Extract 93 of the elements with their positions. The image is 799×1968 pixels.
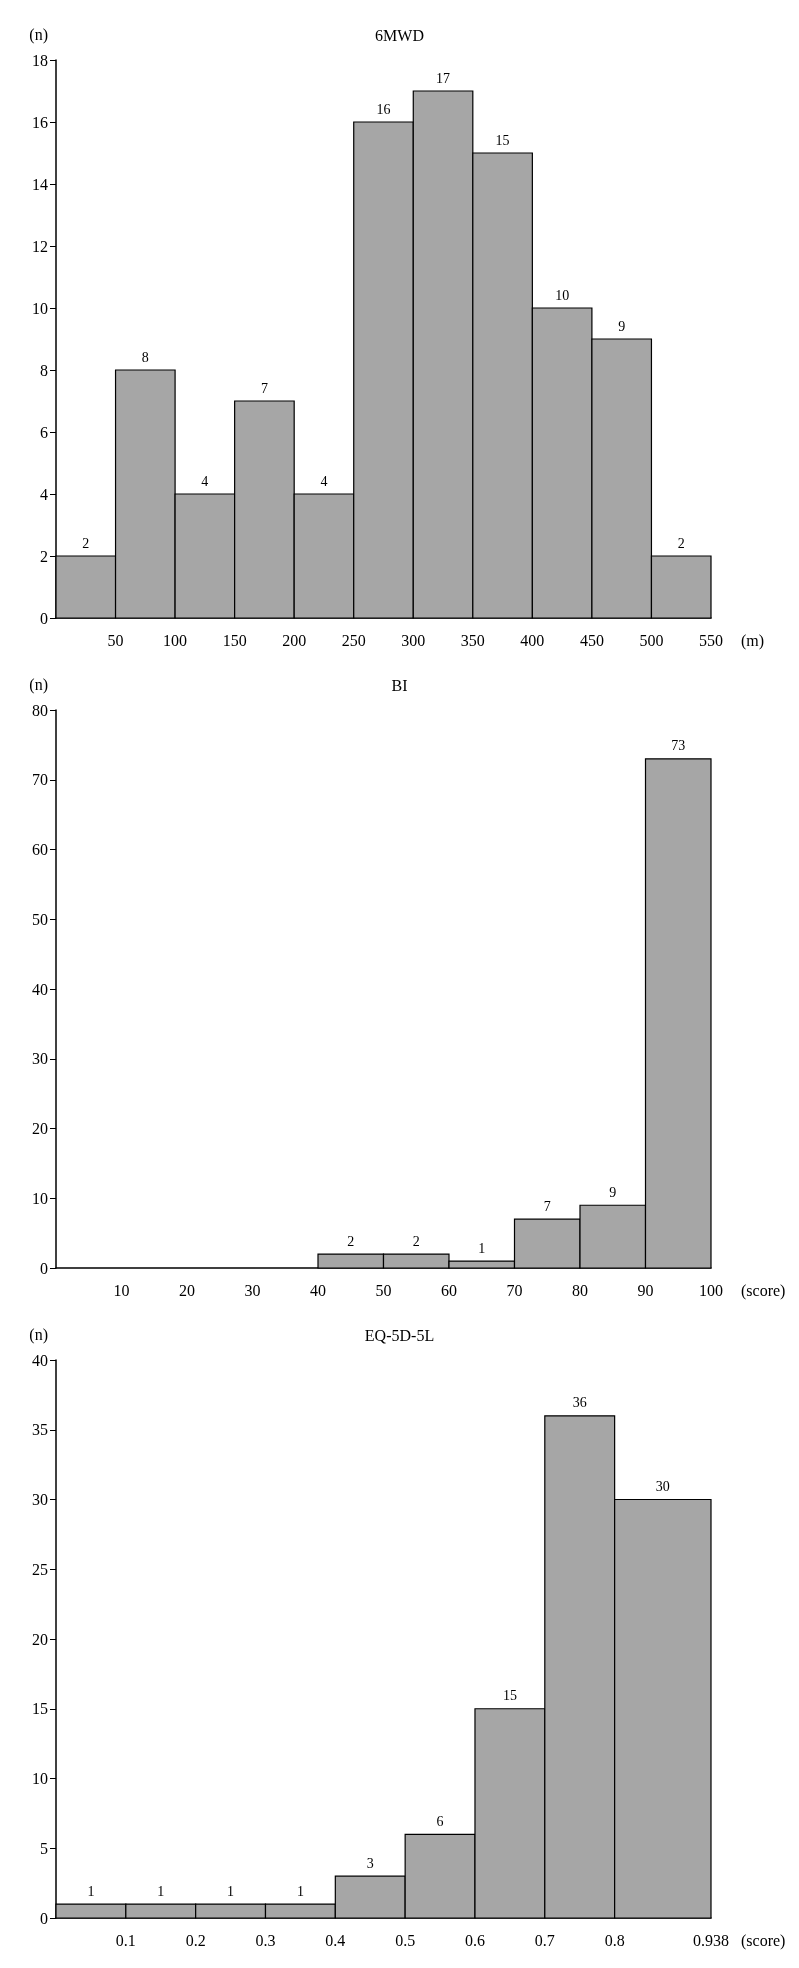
y-tick-label: 5 <box>40 1839 48 1857</box>
y-tick-label: 30 <box>32 1491 48 1508</box>
y-tick-label: 70 <box>32 771 48 789</box>
y-tick-label: 14 <box>32 175 48 193</box>
data-label: 1 <box>227 1883 235 1899</box>
data-label: 10 <box>555 287 570 303</box>
y-tick-label: 20 <box>32 1630 48 1648</box>
x-tick-label: 100 <box>699 1281 723 1299</box>
chart-title: EQ-5D-5L <box>364 1326 435 1344</box>
y-axis-title: (n) <box>29 675 48 694</box>
x-tick-label: 350 <box>460 631 485 649</box>
data-label: 1 <box>157 1883 165 1899</box>
data-label: 2 <box>677 535 685 551</box>
y-tick-label: 16 <box>32 113 48 131</box>
data-label: 73 <box>671 738 686 754</box>
data-label: 36 <box>572 1395 587 1411</box>
x-tick-label: 550 <box>699 631 723 649</box>
data-label: 2 <box>82 535 90 551</box>
x-tick-label: 0.8 <box>604 1931 625 1949</box>
y-tick-label: 6 <box>40 423 48 441</box>
data-label: 4 <box>320 473 328 489</box>
data-label: 9 <box>618 318 626 334</box>
y-tick-label: 10 <box>32 299 48 317</box>
data-label: 16 <box>376 101 391 117</box>
data-label: 4 <box>201 473 209 489</box>
x-tick-label: 0.2 <box>185 1931 206 1949</box>
y-tick-label: 35 <box>32 1421 48 1439</box>
y-tick-label: 2 <box>40 547 48 565</box>
y-tick-label: 15 <box>32 1700 48 1718</box>
y-tick-label: 8 <box>40 361 48 379</box>
data-label: 17 <box>436 70 451 86</box>
y-tick-label: 18 <box>32 51 48 69</box>
x-tick-label: 0.3 <box>255 1931 276 1949</box>
x-axis-title: (score) <box>741 1281 786 1300</box>
x-tick-label: 50 <box>375 1281 392 1299</box>
y-tick-label: 60 <box>32 841 48 858</box>
data-label: 2 <box>412 1233 420 1249</box>
x-tick-label: 20 <box>179 1281 195 1299</box>
x-tick-label: 300 <box>401 631 426 649</box>
data-label: 2 <box>347 1233 355 1249</box>
x-tick-label: 30 <box>244 1281 261 1299</box>
data-label: 1 <box>296 1883 304 1899</box>
y-tick-label: 0 <box>40 609 48 627</box>
y-tick-label: 10 <box>32 1189 48 1207</box>
x-tick-label: 40 <box>310 1281 326 1299</box>
y-tick-label: 80 <box>32 701 48 719</box>
y-tick-label: 50 <box>32 910 48 928</box>
x-tick-label: 0.5 <box>395 1931 416 1949</box>
y-tick-label: 40 <box>32 1351 48 1369</box>
y-tick-label: 40 <box>32 980 48 998</box>
data-label: 3 <box>366 1855 374 1871</box>
data-label: 6 <box>436 1813 444 1829</box>
data-label: 15 <box>502 1688 517 1704</box>
x-tick-label: 200 <box>282 631 307 649</box>
x-tick-label: 150 <box>222 631 247 649</box>
y-tick-label: 20 <box>32 1120 48 1137</box>
x-tick-label: 0.6 <box>464 1931 485 1949</box>
data-label: 30 <box>655 1479 670 1494</box>
data-label: 1 <box>478 1240 486 1256</box>
y-axis-title: (n) <box>29 25 48 44</box>
y-tick-label: 25 <box>32 1560 48 1578</box>
y-tick-label: 30 <box>32 1050 48 1068</box>
data-label: 7 <box>543 1198 551 1214</box>
x-tick-label: 80 <box>572 1281 588 1299</box>
x-tick-label: 0.7 <box>534 1931 555 1949</box>
x-tick-label: 70 <box>506 1281 523 1299</box>
x-tick-label: 50 <box>107 631 124 649</box>
x-tick-label: 100 <box>163 631 188 649</box>
x-tick-label: 500 <box>639 631 664 649</box>
y-tick-label: 4 <box>40 485 48 503</box>
y-tick-label: 12 <box>32 237 48 255</box>
x-tick-label: 400 <box>520 631 545 649</box>
data-label: 8 <box>141 349 149 365</box>
chart-title: BI <box>391 676 408 694</box>
x-tick-label: 90 <box>637 1281 654 1299</box>
x-tick-label: 0.1 <box>115 1931 136 1949</box>
x-tick-label: 0.938 <box>693 1931 729 1949</box>
chart-title: 6MWD <box>375 26 424 44</box>
x-axis-title: (score) <box>741 1931 786 1950</box>
y-tick-label: 10 <box>32 1770 48 1787</box>
x-tick-label: 10 <box>113 1281 130 1299</box>
x-axis-title: (m) <box>741 631 765 650</box>
x-tick-label: 450 <box>579 631 604 649</box>
y-axis-title: (n) <box>29 1325 48 1344</box>
x-tick-label: 0.4 <box>325 1931 346 1949</box>
data-label: 1 <box>87 1883 95 1899</box>
y-tick-label: 0 <box>40 1909 48 1927</box>
data-label: 7 <box>260 380 268 396</box>
data-label: 9 <box>609 1184 617 1200</box>
data-label: 15 <box>495 132 510 148</box>
x-tick-label: 250 <box>341 631 366 649</box>
x-tick-label: 60 <box>441 1281 457 1299</box>
y-tick-label: 0 <box>40 1259 48 1277</box>
